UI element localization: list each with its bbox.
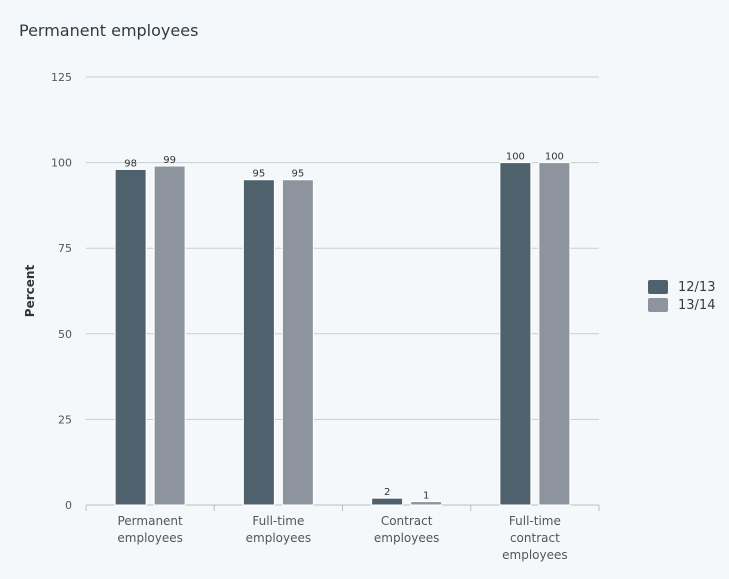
legend: 12/13 13/14 — [648, 278, 715, 314]
x-tick-label: Full-time — [252, 514, 304, 528]
x-tick-label: employees — [374, 531, 439, 545]
bar — [153, 165, 186, 506]
y-tick-label: 25 — [58, 413, 72, 426]
x-tick-label: contract — [510, 531, 560, 545]
x-tick-label: Permanent — [117, 514, 183, 528]
x-tick-label: employees — [502, 548, 567, 562]
legend-swatch — [648, 280, 668, 294]
x-tick-label: employees — [117, 531, 182, 545]
y-tick-label: 0 — [65, 499, 72, 512]
data-label: 100 — [506, 152, 525, 163]
data-label: 1 — [423, 491, 429, 502]
chart-title: Permanent employees — [19, 21, 199, 40]
legend-swatch — [648, 298, 668, 312]
legend-label: 13/14 — [678, 297, 716, 313]
data-label: 95 — [253, 169, 266, 180]
y-tick-label: 100 — [51, 157, 72, 170]
bar — [114, 168, 147, 506]
x-tick-label: Contract — [381, 514, 433, 528]
data-label: 2 — [384, 487, 390, 498]
legend-label: 12/13 — [678, 279, 716, 295]
bar — [242, 179, 275, 506]
data-label: 95 — [292, 169, 305, 180]
y-tick-label: 50 — [58, 328, 72, 341]
bar — [410, 501, 443, 506]
y-axis-label: Percent — [23, 265, 37, 318]
bar — [538, 162, 571, 506]
x-tick-label: employees — [246, 531, 311, 545]
data-label: 98 — [124, 158, 137, 169]
legend-item-13-14[interactable]: 13/14 — [648, 296, 715, 314]
y-tick-label: 125 — [51, 71, 72, 84]
data-label: 100 — [545, 152, 564, 163]
bar — [281, 179, 314, 506]
legend-item-12-13[interactable]: 12/13 — [648, 278, 715, 296]
bar — [499, 162, 532, 506]
bar — [371, 497, 404, 506]
x-tick-label: Full-time — [509, 514, 561, 528]
y-tick-label: 75 — [58, 242, 72, 255]
data-label: 99 — [163, 155, 176, 166]
